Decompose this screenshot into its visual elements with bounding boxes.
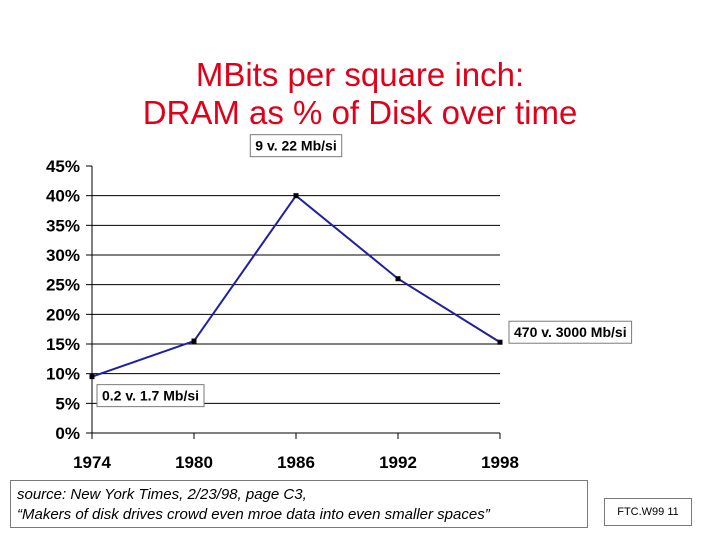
y-tick-label: 30% — [46, 246, 80, 265]
slide-title: MBits per square inch: DRAM as % of Disk… — [0, 56, 720, 132]
annotation-box — [508, 320, 633, 344]
data-point-marker — [293, 193, 299, 199]
data-point-marker — [497, 339, 503, 345]
x-tick-label: 1986 — [277, 453, 315, 472]
data-point-marker — [191, 338, 197, 344]
x-tick-label: 1980 — [175, 453, 213, 472]
data-annotation: 9 v. 22 Mb/si — [255, 138, 336, 154]
y-tick-label: 20% — [46, 305, 80, 324]
y-tick-label: 10% — [46, 365, 80, 384]
data-annotation: 0.2 v. 1.7 Mb/si — [102, 388, 199, 404]
series-line — [91, 194, 501, 378]
y-tick-label: 5% — [55, 394, 80, 413]
y-tick-label: 40% — [46, 187, 80, 206]
source-line-1: source: New York Times, 2/23/98, page C3… — [17, 486, 307, 503]
slide-title-line-1: MBits per square inch: — [195, 56, 525, 93]
data-point-marker — [395, 276, 401, 282]
y-tick-label: 15% — [46, 335, 80, 354]
annotation-box — [96, 384, 205, 408]
slide-title-line-2: DRAM as % of Disk over time — [142, 94, 578, 131]
data-point-marker — [89, 374, 95, 380]
source-line-2: “Makers of disk drives crowd even mroe d… — [17, 506, 490, 523]
data-annotation: 470 v. 3000 Mb/si — [514, 324, 627, 340]
source-citation: source: New York Times, 2/23/98, page C3… — [10, 480, 588, 528]
x-tick-label: 1974 — [73, 453, 111, 472]
slide-footer-label: FTC.W99 11 — [604, 498, 692, 526]
y-tick-label: 0% — [55, 424, 80, 443]
y-tick-label: 45% — [46, 157, 80, 176]
x-tick-label: 1998 — [481, 453, 519, 472]
y-tick-label: 25% — [46, 276, 80, 295]
y-tick-label: 35% — [46, 216, 80, 235]
annotation-box — [249, 134, 343, 158]
x-tick-label: 1992 — [379, 453, 417, 472]
